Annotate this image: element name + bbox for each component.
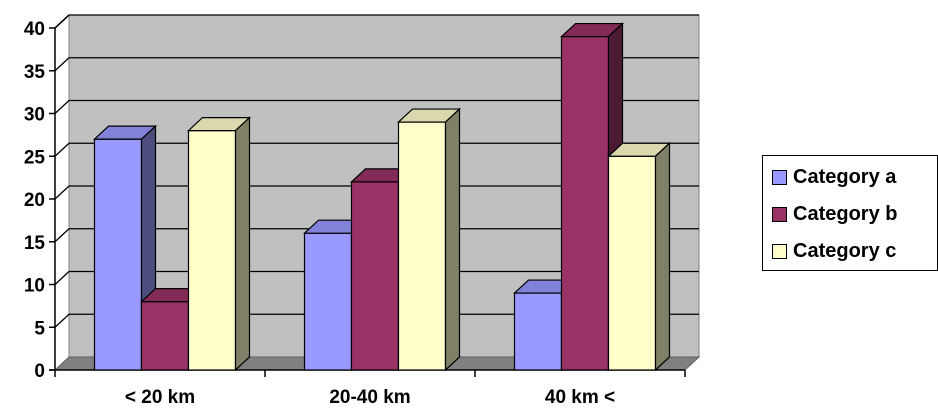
- y-tick-label: 0: [34, 361, 45, 382]
- gridline: [54, 228, 699, 243]
- legend-swatch-category-c: [772, 243, 787, 259]
- bar-side: [444, 107, 461, 372]
- bar-front: [350, 181, 400, 371]
- gridline: [54, 313, 699, 328]
- bar-front: [187, 130, 237, 371]
- bar-front: [560, 35, 610, 371]
- bar-front: [93, 138, 143, 371]
- x-category-label: 20-40 km: [329, 387, 410, 408]
- gridline: [54, 99, 699, 114]
- legend-item-category-b: Category b: [772, 202, 897, 226]
- chart-legend: Category a Category b Category c: [762, 155, 938, 271]
- bar-category-c-2: [606, 141, 672, 372]
- legend-label: Category c: [793, 239, 897, 262]
- y-tick-label: 35: [24, 62, 46, 83]
- bar-front: [397, 121, 447, 371]
- x-category-label: 40 km <: [545, 387, 615, 408]
- y-axis-top-edge: [54, 14, 70, 29]
- bar-front: [140, 301, 190, 371]
- x-category-label: < 20 km: [125, 387, 195, 408]
- gridline: [54, 270, 699, 285]
- gridline: [54, 142, 699, 157]
- y-tick-label: 40: [24, 19, 45, 40]
- y-axis-tick-labels: 0 5 10 15 20 25 30 35 40: [24, 19, 46, 382]
- x-axis-category-labels: < 20 km 20-40 km 40 km <: [125, 387, 615, 408]
- legend-swatch-category-b: [772, 206, 787, 222]
- bar-category-c-0: [186, 116, 252, 372]
- y-tick-label: 25: [24, 147, 46, 168]
- gridline: [54, 185, 699, 200]
- legend-label: Category b: [793, 202, 898, 225]
- bar-side: [234, 116, 251, 372]
- legend-swatch-category-a: [772, 169, 787, 185]
- bar-category-c-1: [396, 107, 462, 372]
- gridline: [54, 57, 699, 72]
- legend-item-category-c: Category c: [772, 239, 896, 263]
- bar-front: [513, 292, 563, 371]
- y-tick-label: 20: [24, 190, 45, 211]
- y-tick-label: 15: [24, 233, 46, 254]
- bar-side: [654, 141, 671, 372]
- bar-front: [607, 155, 657, 371]
- y-tick-label: 5: [34, 318, 45, 339]
- legend-item-category-a: Category a: [772, 165, 896, 189]
- bar-front: [303, 232, 353, 371]
- y-tick-label: 30: [24, 105, 45, 126]
- bars: [92, 22, 672, 372]
- legend-label: Category a: [793, 165, 897, 188]
- y-tick-label: 10: [24, 276, 45, 297]
